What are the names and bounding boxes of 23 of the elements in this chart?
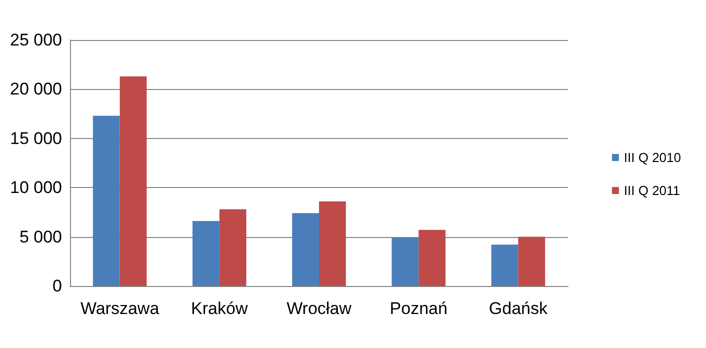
x-tick-label: Gdańsk	[488, 299, 548, 318]
legend-label: III Q 2011	[624, 183, 680, 198]
bar	[418, 230, 446, 286]
x-tick-label: Wrocław	[286, 299, 352, 318]
bar	[120, 76, 147, 286]
bar	[491, 244, 518, 286]
y-tick-label: 10 000	[10, 178, 62, 198]
bar	[518, 236, 546, 286]
bar	[192, 221, 220, 286]
bar	[92, 116, 120, 286]
bar	[392, 238, 419, 286]
x-tick-label: Kraków	[191, 299, 248, 318]
x-tick-label: Warszawa	[80, 299, 160, 318]
y-tick-label: 20 000	[10, 80, 62, 99]
y-tick-label: 5 000	[19, 227, 62, 246]
y-tick-label: 15 000	[10, 128, 62, 148]
x-tick-label: Poznań	[390, 299, 448, 318]
legend-label: III Q 2010	[624, 150, 682, 165]
bar	[292, 213, 319, 286]
bar	[219, 209, 246, 286]
y-tick-label: 0	[52, 276, 62, 296]
y-tick-label: 25 000	[10, 30, 62, 50]
bar	[319, 201, 346, 286]
